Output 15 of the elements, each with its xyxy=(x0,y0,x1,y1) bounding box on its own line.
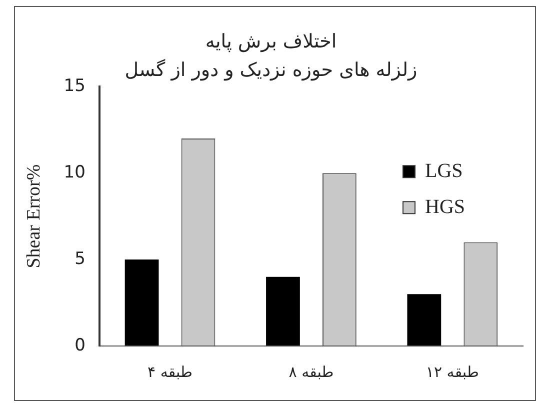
y-tick-label: 5 xyxy=(74,248,86,269)
y-tick-label: 0 xyxy=(74,335,86,356)
x-tick-label: ۱۲ طبقه xyxy=(426,362,479,381)
x-tick-label: ۴ طبقه xyxy=(148,362,192,381)
x-tick-label: ۸ طبقه xyxy=(288,362,334,381)
y-tick-label: 10 xyxy=(64,162,86,182)
bar xyxy=(407,294,442,346)
legend-label: HGS xyxy=(425,196,466,218)
chart-subtitle: زلزله های حوزه نزدیک و دور از گسل xyxy=(124,58,418,82)
y-tick-label: 15 xyxy=(64,76,86,96)
y-axis-title: Shear Error% xyxy=(23,164,44,268)
legend-label: LGS xyxy=(425,160,463,182)
bar xyxy=(124,260,159,346)
chart-title: اختلاف برش پایه xyxy=(205,30,337,52)
bar xyxy=(266,276,300,346)
